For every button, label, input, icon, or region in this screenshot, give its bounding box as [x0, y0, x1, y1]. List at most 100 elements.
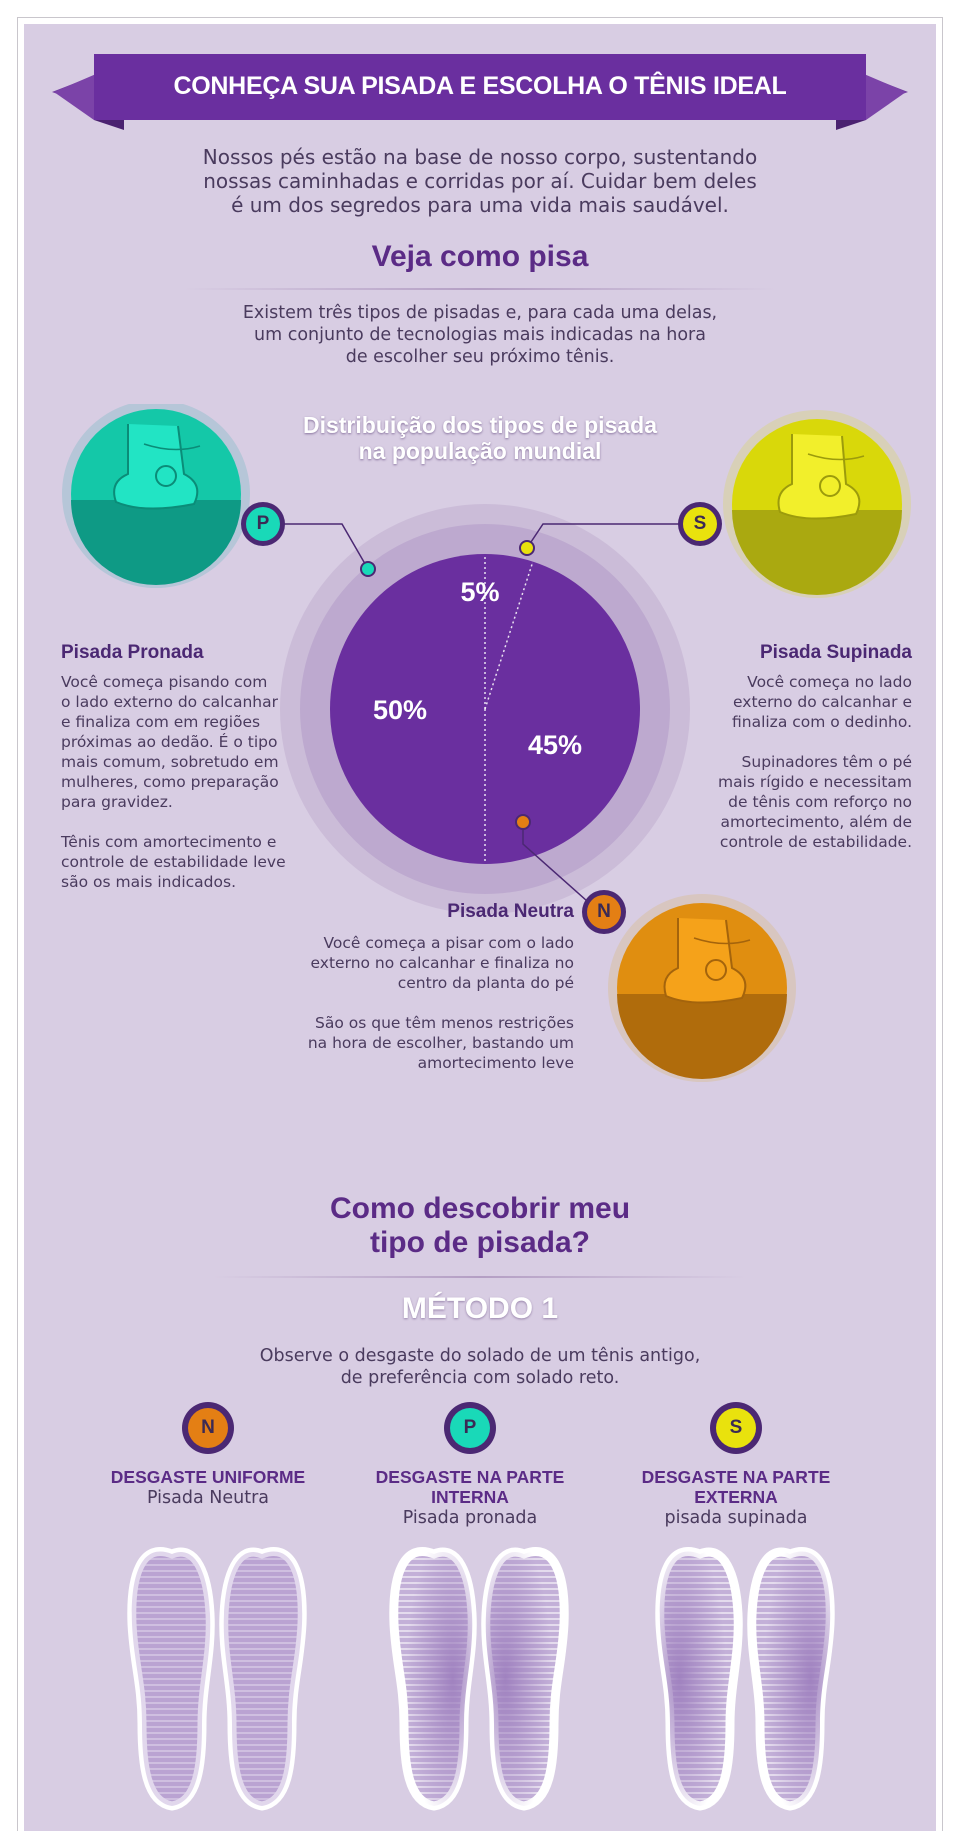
marker-neutra — [515, 814, 531, 830]
badge-pronada — [246, 507, 280, 541]
pronada-text-line: o lado externo do calcanhar — [61, 693, 278, 711]
column-badge-letter: P — [463, 1417, 477, 1438]
pronada-text-line: e finaliza com em regiões — [61, 713, 261, 731]
column-subtitle: pisada supinada — [664, 1508, 808, 1528]
badge-supinada-letter: S — [693, 513, 707, 534]
divider — [214, 1276, 746, 1278]
banner-ribbon — [52, 54, 908, 130]
pronada-text-line: para gravidez. — [61, 793, 173, 811]
column-badge-letter: N — [201, 1417, 215, 1438]
marker-supinada — [519, 540, 535, 556]
marker-pronada — [360, 561, 376, 577]
banner-title: CONHEÇA SUA PISADA E ESCOLHA O TÊNIS IDE… — [173, 72, 787, 100]
pronada-text-line: Tênis com amortecimento e — [61, 833, 277, 851]
neutra-text-line: centro da planta do pé — [397, 974, 574, 992]
supinada-title: Pisada Supinada — [759, 642, 912, 663]
chart-title-line: Distribuição dos tipos de pisada — [302, 412, 657, 438]
neutra-text-line: amortecimento leve — [417, 1054, 574, 1072]
neutra-illustration — [608, 894, 796, 1082]
method-text-line: Observe o desgaste do solado de um tênis… — [259, 1346, 701, 1366]
supinada-text-line: externo do calcanhar e — [733, 693, 912, 711]
section-text: Existem três tipos de pisadas e, para ca… — [24, 302, 936, 368]
supinada-text: Você começa no lado externo do calcanhar… — [672, 672, 912, 852]
supinada-text-line: controle de estabilidade. — [719, 833, 912, 851]
pronada-text-line: mais comum, sobretudo em — [61, 753, 279, 771]
neutra-text-line: na hora de escolher, bastando um — [307, 1034, 574, 1052]
pronada-title: Pisada Pronada — [61, 642, 204, 663]
method-title: MÉTODO 1 — [401, 1292, 559, 1325]
section-text-line: Existem três tipos de pisadas e, para ca… — [242, 303, 718, 323]
pie-slice-neutra — [485, 561, 641, 864]
neutra-text-line: externo no calcanhar e finaliza no — [310, 954, 574, 972]
neutra-text-line: Você começa a pisar com o lado — [323, 934, 574, 952]
column-interna: DESGASTE NA PARTE INTERNA Pisada pronada — [350, 1467, 590, 1529]
column-subtitle: Pisada pronada — [402, 1508, 538, 1528]
supinada-text-line: amortecimento, além de — [720, 813, 912, 831]
shoe-sole — [127, 1547, 215, 1811]
sole-wear-area — [223, 1551, 303, 1806]
intro-line: é um dos segredos para uma vida mais sau… — [231, 193, 729, 217]
section2-heading-line: Como descobrir meu — [329, 1192, 631, 1225]
shoe-sole — [219, 1547, 307, 1811]
column-title: DESGASTE NA PARTE — [641, 1467, 831, 1487]
badge-pronada — [450, 1408, 490, 1448]
pronada-text-line: próximas ao dedão. É o tipo — [61, 733, 278, 751]
column-title: INTERNA — [431, 1487, 509, 1507]
section2-heading: Como descobrir meu tipo de pisada? — [24, 1192, 936, 1260]
neutra-title: Pisada Neutra — [447, 901, 574, 922]
column-badge-letter: S — [729, 1417, 743, 1438]
column-subtitle: Pisada Neutra — [147, 1488, 269, 1508]
neutra-text-line: São os que têm menos restrições — [315, 1014, 574, 1032]
badge-supinada — [716, 1408, 756, 1448]
pie-label-pronada: 50% — [373, 695, 427, 725]
pronada-text-line: controle de estabilidade leve — [61, 853, 286, 871]
section-text-line: de escolher seu próximo tênis. — [345, 347, 615, 367]
soles-illustration — [127, 1547, 835, 1811]
pie-label-supinada: 5% — [460, 577, 499, 607]
supinada-text-line: Você começa no lado — [747, 673, 912, 691]
section-heading: Veja como pisa — [371, 240, 589, 273]
pie-label-neutra: 45% — [528, 730, 582, 760]
column-title: DESGASTE UNIFORME — [110, 1467, 306, 1487]
section2-heading-line: tipo de pisada? — [369, 1226, 591, 1259]
pronada-text-line: mulheres, como preparação — [61, 773, 279, 791]
badge-neutra — [587, 895, 621, 929]
section-text-line: um conjunto de tecnologias mais indicada… — [254, 325, 706, 345]
badge-pronada-letter: P — [256, 513, 270, 534]
pie-chart: 5% 45% 50% — [330, 554, 641, 864]
supinada-text-line: de tênis com reforço no — [728, 793, 912, 811]
supinada-text-line: Supinadores têm o pé — [741, 753, 912, 771]
sole-wear-area — [659, 1551, 739, 1806]
chart-title: Distribuição dos tipos de pisada na popu… — [24, 412, 936, 464]
neutra-text: Você começa a pisar com o lado externo n… — [254, 933, 574, 1073]
column-badges — [182, 1402, 762, 1454]
pronada-text-line: são os mais indicados. — [61, 873, 236, 891]
supinada-illustration — [723, 410, 911, 598]
sole-wear-area — [751, 1551, 831, 1806]
badge-neutra-letter: N — [597, 901, 611, 922]
sole-wear-area — [485, 1551, 565, 1806]
intro-line: Nossos pés estão na base de nosso corpo,… — [202, 145, 758, 169]
method-text: Observe o desgaste do solado de um tênis… — [24, 1345, 936, 1389]
badge-supinada — [683, 507, 717, 541]
pie-divider — [484, 561, 534, 710]
supinada-text-line: finaliza com o dedinho. — [731, 713, 912, 731]
method-text-line: de preferência com solado reto. — [340, 1368, 620, 1388]
column-title: EXTERNA — [694, 1487, 778, 1507]
column-uniforme: DESGASTE UNIFORME Pisada Neutra — [88, 1467, 328, 1509]
chart-title-line: na população mundial — [358, 438, 602, 464]
supinada-text-line: mais rígido e necessitam — [718, 773, 912, 791]
connector-supinada — [526, 523, 679, 549]
column-title: DESGASTE NA PARTE — [375, 1467, 565, 1487]
divider — [184, 288, 776, 290]
infographic-frame: CONHEÇA SUA PISADA E ESCOLHA O TÊNIS IDE… — [17, 17, 943, 1831]
badge-neutra — [188, 1408, 228, 1448]
chart-area: 5% 45% 50% — [62, 404, 911, 1082]
sole-wear-area — [393, 1551, 473, 1806]
pie-slice-pronada — [330, 554, 485, 864]
pronada-text: Você começa pisando com o lado externo d… — [61, 672, 321, 892]
intro-line: nossas caminhadas e corridas por aí. Cui… — [203, 169, 757, 193]
intro-text: Nossos pés estão na base de nosso corpo,… — [24, 145, 936, 217]
infographic-panel: CONHEÇA SUA PISADA E ESCOLHA O TÊNIS IDE… — [24, 24, 936, 1831]
connector-pronada — [284, 523, 369, 570]
